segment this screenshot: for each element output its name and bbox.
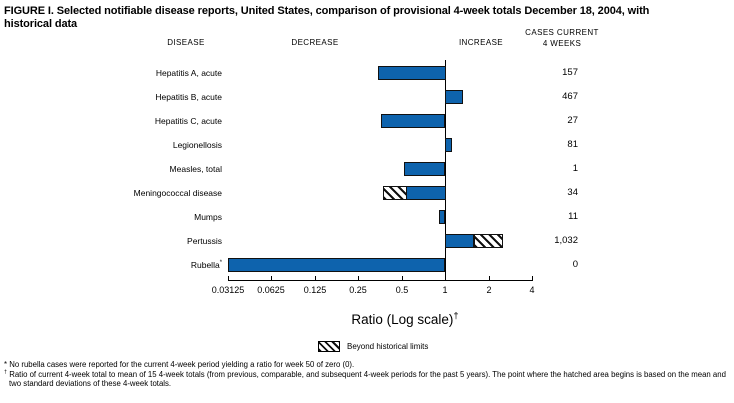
axis-tick-label: 0.0625 xyxy=(257,285,285,295)
axis-tick-label: 0.25 xyxy=(349,285,367,295)
x-axis-title-text: Ratio (Log scale) xyxy=(351,312,454,327)
disease-label: Measles, total xyxy=(169,164,222,174)
cases-value: 0 xyxy=(572,259,578,270)
column-header-cases-line2: 4 WEEKS xyxy=(542,39,582,48)
column-header-disease: DISEASE xyxy=(167,38,205,47)
figure-title-line2: historical data xyxy=(4,18,78,30)
cases-value: 1,032 xyxy=(554,235,578,246)
footnote-asterisk: * No rubella cases were reported for the… xyxy=(4,360,731,370)
ratio-bar xyxy=(445,90,463,104)
axis-tick xyxy=(445,276,446,280)
x-axis-title: Ratio (Log scale)† xyxy=(305,310,505,327)
figure-title-line1: FIGURE I. Selected notifiable disease re… xyxy=(4,5,650,17)
ratio-bar xyxy=(406,186,446,200)
ratio-bar-hatch xyxy=(474,234,503,248)
axis-tick-label: 0.5 xyxy=(395,285,409,295)
figure-title: FIGURE I. Selected notifiable disease re… xyxy=(4,5,732,31)
footnote-asterisk-marker: * xyxy=(4,360,8,369)
disease-label: Hepatitis A, acute xyxy=(155,68,222,78)
column-header-cases-line1: CASES CURRENT xyxy=(525,28,599,37)
disease-label: Meningococcal disease xyxy=(133,188,222,198)
footnotes: * No rubella cases were reported for the… xyxy=(4,360,731,389)
disease-label-superscript: * xyxy=(219,260,222,267)
disease-label: Hepatitis C, acute xyxy=(154,116,222,126)
column-header-decrease: DECREASE xyxy=(291,38,339,47)
column-header-increase: INCREASE xyxy=(458,38,504,47)
legend-hatched-swatch xyxy=(318,341,340,352)
axis-tick xyxy=(532,276,533,280)
axis-tick xyxy=(402,276,403,280)
ratio-bar xyxy=(445,234,474,248)
axis-tick xyxy=(228,276,229,280)
ratio-bar-hatch xyxy=(383,186,407,200)
cases-value: 11 xyxy=(568,211,578,222)
cases-value: 467 xyxy=(562,91,578,102)
ratio-bar xyxy=(228,258,445,272)
cases-value: 27 xyxy=(567,115,578,126)
x-axis-line xyxy=(228,280,533,281)
axis-tick xyxy=(358,276,359,280)
disease-label: Pertussis xyxy=(187,236,222,246)
axis-tick-label: 4 xyxy=(529,285,535,295)
ratio-bar xyxy=(381,114,445,128)
footnote-asterisk-text: No rubella cases were reported for the c… xyxy=(9,360,355,369)
axis-tick xyxy=(315,276,316,280)
axis-tick-label: 0.125 xyxy=(303,285,327,295)
cases-value: 1 xyxy=(572,163,578,174)
footnote-dagger-marker: † xyxy=(4,369,8,375)
ratio-bar xyxy=(445,138,452,152)
footnote-dagger-text: Ratio of current 4-week total to mean of… xyxy=(9,369,726,389)
axis-tick-label: 2 xyxy=(486,285,492,295)
baseline-ratio-1 xyxy=(445,60,446,281)
disease-label: Mumps xyxy=(194,212,222,222)
ratio-bar xyxy=(439,210,445,224)
axis-tick-label: 0.03125 xyxy=(211,285,245,295)
axis-tick xyxy=(271,276,272,280)
ratio-bar xyxy=(378,66,446,80)
disease-label: Rubella* xyxy=(190,260,222,270)
disease-label: Legionellosis xyxy=(172,140,222,150)
cases-value: 81 xyxy=(567,139,578,150)
legend-label: Beyond historical limits xyxy=(347,342,429,351)
disease-label: Hepatitis B, acute xyxy=(155,92,222,102)
axis-tick xyxy=(489,276,490,280)
cases-value: 157 xyxy=(562,67,578,78)
ratio-bar xyxy=(404,162,445,176)
footnote-dagger: † Ratio of current 4-week total to mean … xyxy=(4,369,731,389)
axis-tick-label: 1 xyxy=(442,285,448,295)
cases-value: 34 xyxy=(567,187,578,198)
x-axis-title-dagger: † xyxy=(453,310,459,322)
